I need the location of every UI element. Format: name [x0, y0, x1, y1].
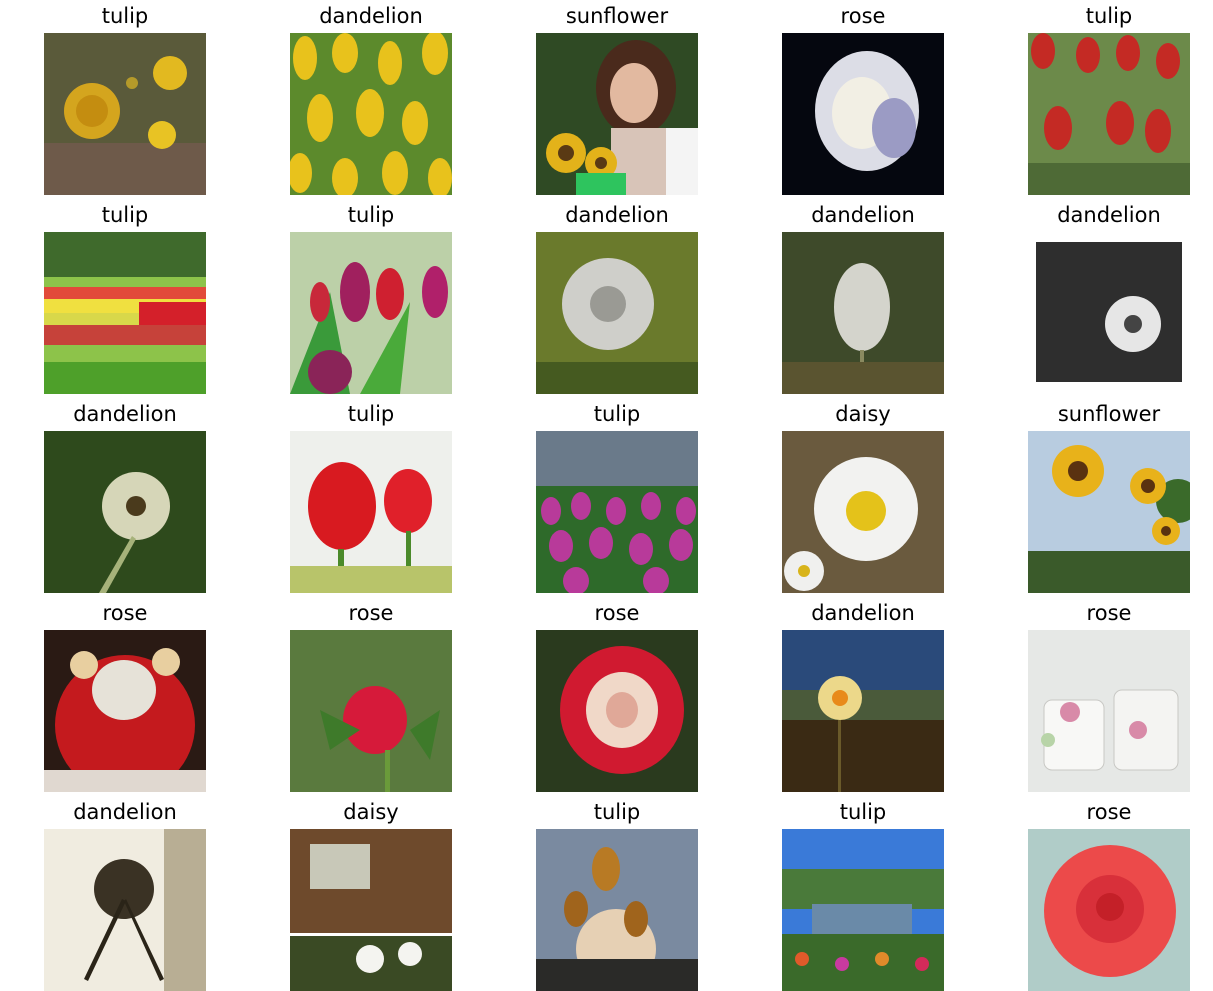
- image-label: tulip: [101, 203, 149, 227]
- image-label: tulip: [593, 800, 641, 824]
- image-cell-10: dandelion: [1028, 201, 1190, 394]
- flower-photo: [536, 33, 698, 195]
- flower-photo: [782, 33, 944, 195]
- image-label: rose: [840, 4, 886, 28]
- flower-photo: [782, 829, 944, 991]
- image-cell-8: dandelion: [536, 201, 698, 394]
- flower-photo: [782, 232, 944, 394]
- image-cell-15: sunflower: [1028, 400, 1190, 593]
- image-cell-21: dandelion: [44, 798, 206, 991]
- image-label: tulip: [839, 800, 887, 824]
- image-label: dandelion: [811, 601, 915, 625]
- image-cell-5: tulip: [1028, 2, 1190, 195]
- image-label: dandelion: [73, 402, 177, 426]
- image-label: dandelion: [73, 800, 177, 824]
- image-label: rose: [348, 601, 394, 625]
- image-cell-7: tulip: [290, 201, 452, 394]
- flower-photo: [1028, 630, 1190, 792]
- image-cell-24: tulip: [782, 798, 944, 991]
- flower-photo: [44, 630, 206, 792]
- flower-photo: [536, 431, 698, 593]
- flower-photo: [782, 630, 944, 792]
- image-cell-23: tulip: [536, 798, 698, 991]
- flower-photo: [44, 232, 206, 394]
- flower-photo: [782, 431, 944, 593]
- flower-photo: [1028, 232, 1190, 394]
- image-cell-25: rose: [1028, 798, 1190, 991]
- image-label: tulip: [593, 402, 641, 426]
- image-label: dandelion: [565, 203, 669, 227]
- image-cell-4: rose: [782, 2, 944, 195]
- image-cell-17: rose: [290, 599, 452, 792]
- flower-photo: [536, 829, 698, 991]
- image-cell-20: rose: [1028, 599, 1190, 792]
- image-label: tulip: [347, 203, 395, 227]
- image-cell-22: daisy: [290, 798, 452, 991]
- image-label: rose: [1086, 601, 1132, 625]
- image-label: dandelion: [1057, 203, 1161, 227]
- image-label: daisy: [835, 402, 891, 426]
- image-cell-9: dandelion: [782, 201, 944, 394]
- flower-photo: [290, 630, 452, 792]
- flower-photo: [536, 630, 698, 792]
- flower-photo: [290, 829, 452, 991]
- flower-photo: [290, 232, 452, 394]
- image-cell-19: dandelion: [782, 599, 944, 792]
- image-label: sunflower: [565, 4, 669, 28]
- flower-photo: [536, 232, 698, 394]
- image-label: rose: [102, 601, 148, 625]
- flower-photo: [1028, 431, 1190, 593]
- image-cell-18: rose: [536, 599, 698, 792]
- flower-photo: [290, 431, 452, 593]
- image-label: rose: [594, 601, 640, 625]
- image-label: daisy: [343, 800, 399, 824]
- flower-photo: [1028, 829, 1190, 991]
- image-cell-11: dandelion: [44, 400, 206, 593]
- image-label: rose: [1086, 800, 1132, 824]
- flower-photo: [1028, 33, 1190, 195]
- image-cell-2: dandelion: [290, 2, 452, 195]
- flower-photo: [290, 33, 452, 195]
- image-label: dandelion: [811, 203, 915, 227]
- image-cell-13: tulip: [536, 400, 698, 593]
- image-label: dandelion: [319, 4, 423, 28]
- flower-photo: [44, 829, 206, 991]
- image-cell-16: rose: [44, 599, 206, 792]
- image-cell-14: daisy: [782, 400, 944, 593]
- image-label: tulip: [101, 4, 149, 28]
- image-cell-12: tulip: [290, 400, 452, 593]
- flower-photo: [44, 33, 206, 195]
- image-cell-3: sunflower: [536, 2, 698, 195]
- flower-photo: [44, 431, 206, 593]
- image-cell-6: tulip: [44, 201, 206, 394]
- image-label: sunflower: [1057, 402, 1161, 426]
- image-label: tulip: [347, 402, 395, 426]
- image-label: tulip: [1085, 4, 1133, 28]
- image-cell-1: tulip: [44, 2, 206, 195]
